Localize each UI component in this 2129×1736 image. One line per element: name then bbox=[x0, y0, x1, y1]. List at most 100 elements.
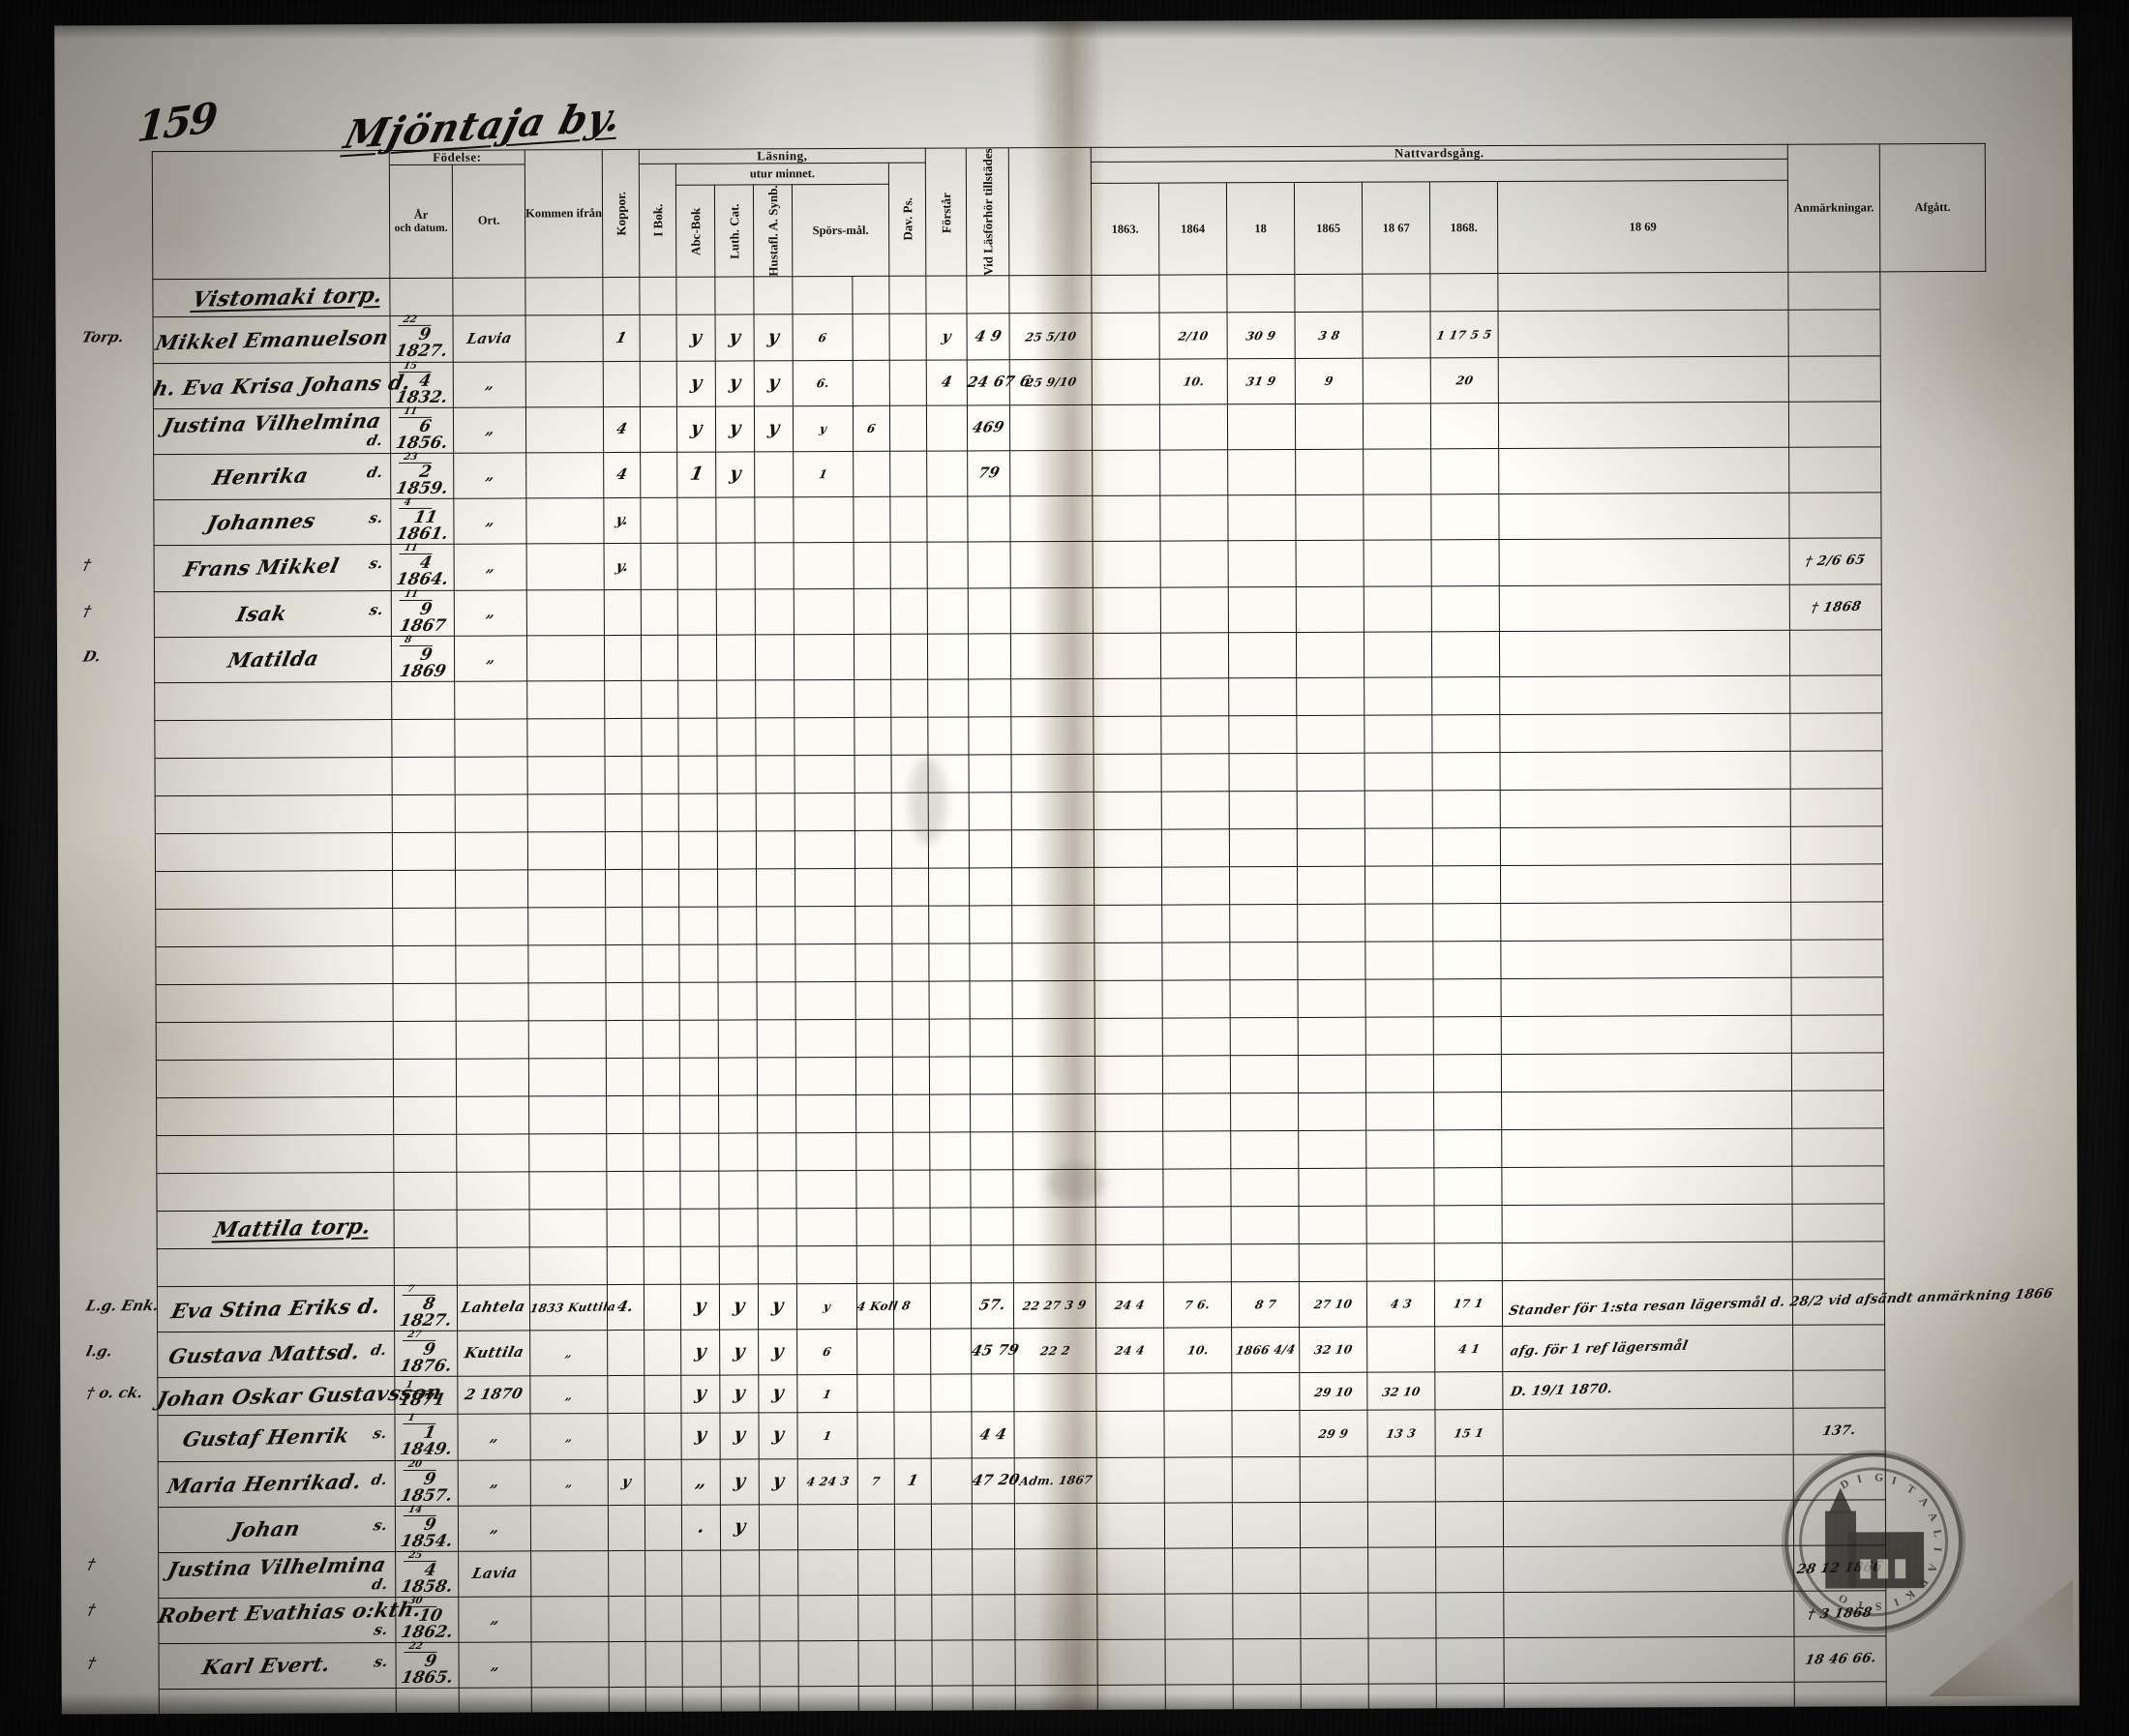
table-row[interactable]: l.g. Gustava Mattsd. d. 27 9 1876. Kuttila „ y y… bbox=[84, 1324, 1991, 1378]
handwritten-entry: „ bbox=[484, 557, 497, 576]
cell-spors bbox=[794, 542, 855, 589]
cell-n1864 bbox=[1093, 678, 1161, 717]
table-row[interactable]: Johannes s. 4 11 1861. „ y. bbox=[153, 493, 1987, 547]
birth-year-sublabel: och datum. bbox=[394, 222, 448, 234]
cell-n1864 bbox=[1096, 1594, 1166, 1640]
handwritten-entry: 1 bbox=[822, 1387, 833, 1401]
cell-luth bbox=[721, 1724, 761, 1736]
cell-vid bbox=[931, 1548, 973, 1596]
table-row[interactable]: † Karl Evert. s. 22 9 1865. „ 18 46 66. bbox=[86, 1636, 1992, 1691]
cell-hust bbox=[759, 1640, 799, 1688]
cell-dav bbox=[856, 1412, 895, 1458]
cell-luth: y bbox=[715, 405, 755, 453]
cell-departed bbox=[1791, 976, 1884, 1016]
cell-n1867 bbox=[1294, 274, 1364, 313]
handwritten-entry: 4 3 bbox=[1389, 1297, 1413, 1311]
archive-stamp: DIGITAALIARKISTO bbox=[1784, 1452, 1964, 1631]
table-row[interactable]: D. Matilda 8 9 1869 „ bbox=[81, 629, 1987, 683]
cell-n18: 7 6. bbox=[1163, 1281, 1232, 1329]
cell-n1863 bbox=[1012, 1056, 1095, 1094]
row-margin-mark: L.g. Enk. bbox=[83, 1297, 162, 1315]
cell-vid bbox=[932, 1640, 974, 1687]
cell-luth: y bbox=[715, 451, 755, 498]
cell-pox bbox=[605, 756, 643, 794]
cell-n1869: 1 17 5 5 bbox=[1430, 312, 1499, 358]
cell-name: † o. ck. Johan Oskar Gustavsson bbox=[84, 1376, 444, 1416]
cell-vid bbox=[932, 1686, 974, 1724]
cell-n1869 bbox=[1435, 1592, 1505, 1639]
cell-abc bbox=[677, 680, 717, 719]
cell-book bbox=[641, 588, 678, 636]
cell-dav bbox=[857, 1504, 895, 1550]
cell-pox bbox=[606, 1058, 644, 1096]
cell-birth bbox=[393, 983, 457, 1022]
col-header-birth-year: År och datum. bbox=[389, 164, 453, 280]
cell-remark bbox=[1499, 630, 1790, 677]
cell-n18 bbox=[1161, 904, 1230, 943]
cell-hust bbox=[757, 981, 796, 1020]
cell-spors bbox=[795, 830, 855, 869]
table-row[interactable]: Johan s. 14 9 1854. „. y bbox=[158, 1499, 1991, 1553]
cell-n1864 bbox=[1094, 980, 1163, 1019]
cell-abc bbox=[677, 718, 718, 757]
cell-n1867: 32 10 bbox=[1299, 1327, 1367, 1373]
cell-abc bbox=[681, 1596, 721, 1642]
table-row[interactable]: Henrika d. 23 2 1859. „ 4 1 y 1 79 bbox=[153, 446, 1987, 500]
cell-abc: 1 bbox=[676, 452, 716, 498]
cell-n1867 bbox=[1298, 1130, 1366, 1169]
cell-gutter: 47 20 bbox=[971, 1457, 1022, 1504]
handwritten-entry: Adm. 1867 bbox=[1017, 1473, 1094, 1488]
cell-n1868 bbox=[1364, 540, 1432, 586]
cell-book bbox=[643, 1058, 680, 1096]
cell-n1869 bbox=[1436, 1721, 1505, 1736]
cell-n1864 bbox=[1094, 754, 1162, 793]
handwritten-entry: 32 10 bbox=[1380, 1384, 1422, 1399]
cell-name bbox=[154, 681, 392, 721]
cell-n1869 bbox=[1432, 903, 1501, 942]
table-row[interactable]: h. Eva Krisa Johans d. 15 4 1832. „ y y y 6. 4 24… bbox=[150, 355, 1986, 409]
cell-n1868 bbox=[1364, 676, 1432, 716]
table-row[interactable]: † Frans Mikkel s. 11 4 1864. „ y. † 2/6 65 bbox=[81, 538, 1987, 592]
cell-n18 bbox=[1165, 1639, 1234, 1686]
cell-pox bbox=[605, 869, 643, 908]
handwritten-entry: 3 8 bbox=[1316, 328, 1341, 343]
cell-n1867 bbox=[1298, 1017, 1366, 1056]
cell-n1865 bbox=[1229, 791, 1298, 829]
cell-forstar bbox=[893, 1245, 931, 1284]
handwritten-entry: „ bbox=[484, 511, 497, 530]
cell-n1865 bbox=[1228, 632, 1297, 678]
cell-forstar bbox=[890, 717, 929, 756]
cell-book bbox=[645, 1458, 682, 1506]
cell-abc bbox=[679, 1095, 719, 1134]
cell-place bbox=[452, 278, 526, 316]
cell-place: „ bbox=[454, 635, 527, 682]
cell-come bbox=[528, 1020, 607, 1059]
table-row[interactable]: L.g. Enk. Eva Stina Eriks d. 7 8 1827. Lahte… bbox=[84, 1278, 2054, 1332]
table-row[interactable]: Gustaf Henrik s. 1 1 1849. „ „ y y y 1 4 4 29 9 13 3… bbox=[157, 1408, 1991, 1462]
cell-vid bbox=[929, 1169, 972, 1209]
cell-vid bbox=[929, 1056, 971, 1095]
cell-luth bbox=[717, 868, 757, 908]
year-header-1868: 1868. bbox=[1429, 181, 1498, 275]
cell-hust bbox=[758, 1208, 797, 1246]
cell-dav bbox=[856, 1208, 894, 1246]
cell-birth bbox=[393, 1172, 458, 1211]
table-row[interactable]: Torp. Mikkel Emanuelson 22 9 1827. Lavia 1 y y y… bbox=[80, 310, 1986, 364]
cell-place: Lahtela bbox=[457, 1284, 530, 1332]
cell-pox bbox=[603, 361, 641, 407]
cell-hust: y bbox=[758, 1413, 798, 1459]
cell-n18 bbox=[1161, 791, 1230, 830]
cell-forstar bbox=[892, 1057, 930, 1095]
table-row[interactable]: † Isak s. 11 9 1867 „ † 1868 bbox=[81, 584, 1987, 638]
cell-book bbox=[640, 360, 677, 407]
cell-vid bbox=[927, 587, 969, 634]
table-row[interactable]: Justina Vilhelmina d. 11 6 1856. „ 4 y y y y 6 469 bbox=[153, 401, 1986, 455]
cell-place: „ bbox=[454, 544, 527, 590]
cell-n1868 bbox=[1366, 1242, 1435, 1282]
cell-gutter: 4 4 bbox=[971, 1412, 1015, 1458]
table-row[interactable]: † Robert Evathias o:kth. s. 30 10 1862. „ † 3 … bbox=[85, 1590, 1992, 1644]
cell-gut bbox=[970, 1018, 1013, 1057]
cell-n1865 bbox=[1230, 979, 1299, 1018]
